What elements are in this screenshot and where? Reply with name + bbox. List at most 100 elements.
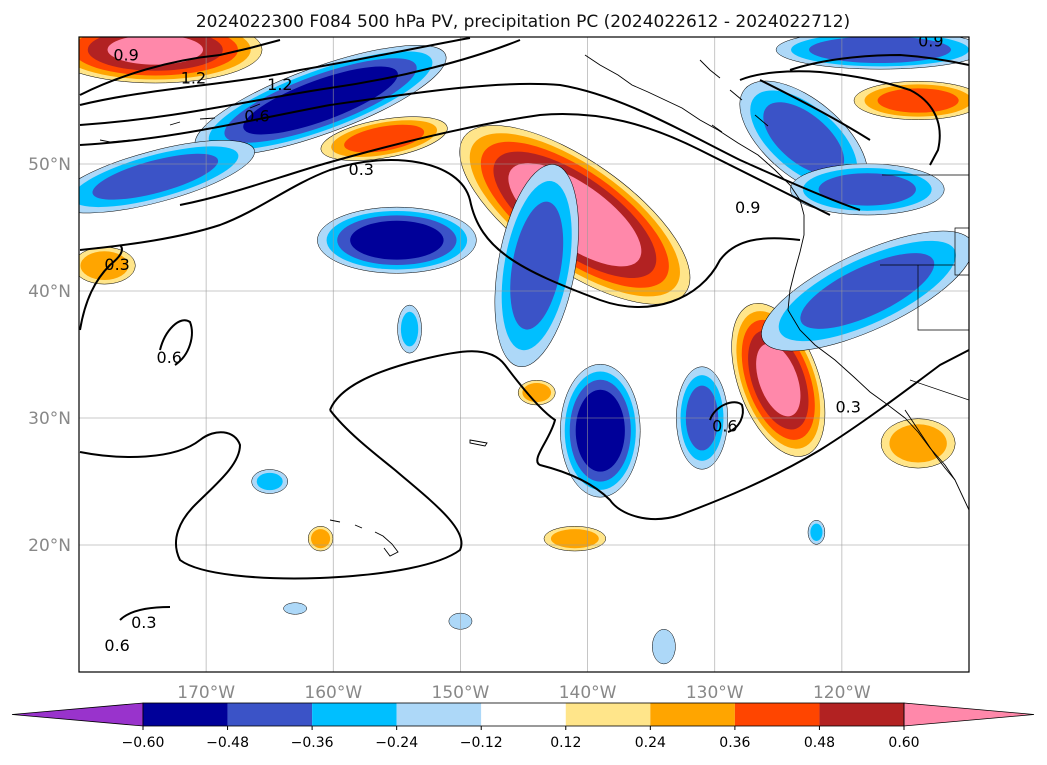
anomaly-level-fill [256, 472, 283, 491]
gridlines [79, 37, 969, 672]
anomaly-level-fill [350, 220, 444, 260]
small-island [469, 439, 488, 447]
contour-label: 0.6 [104, 636, 129, 655]
colorbar-segment [143, 703, 228, 726]
precip-anomaly-4 [79, 246, 136, 285]
anomaly-level-fill [510, 201, 564, 330]
map-area: 0.91.2 1.20.60.30.90.30.60.60.60.30.30.9 [79, 32, 969, 672]
colorbar-segment [819, 703, 904, 726]
precip-anomaly-7 [517, 380, 556, 406]
anomaly-level-fill [652, 629, 676, 665]
axis-labels: 170°W 160°W 150°W 140°W 130°W 120°W 20°N 30°N 40… [28, 155, 871, 703]
lon-tick-label: 140°W [559, 683, 617, 703]
contour-label: 1.2 [267, 75, 292, 94]
colorbar-segment [565, 703, 651, 726]
pv-contour-eastern-ridge [739, 70, 941, 166]
precip-anomaly-1 [79, 37, 263, 84]
colorbar-extend-low [11, 702, 144, 727]
pv-contour-0-3-west [79, 244, 123, 331]
anomaly-level-fill [344, 124, 425, 153]
precip-anomaly-25 [652, 629, 676, 665]
anomaly-level-fill [575, 389, 625, 472]
anomaly-level-fill [810, 523, 823, 541]
colorbar-tick-label: −0.24 [375, 735, 418, 751]
lat-tick-label: 50°N [28, 155, 71, 175]
pv-contour-0-3-southwest [79, 409, 463, 580]
pv-contour-0-6-small [709, 401, 744, 433]
colorbar-tick-label: −0.48 [206, 735, 249, 751]
map-frame [78, 36, 970, 673]
lat-tick-label: 20°N [28, 536, 71, 556]
colorbar-tick-label: 0.60 [888, 735, 919, 751]
lat-tick-label: 40°N [28, 282, 71, 302]
colorbar-segment [734, 703, 820, 726]
colorbar-extend-high [903, 702, 1035, 727]
colorbar-tick-label: 0.24 [635, 735, 666, 751]
colorbar-frame [142, 702, 905, 727]
contour-label: 0.6 [712, 416, 737, 435]
pv-contour-0-9-northeast [789, 53, 969, 71]
anomaly-level-fill [550, 529, 599, 549]
lon-tick-label: 170°W [177, 683, 235, 703]
pv-contours [79, 37, 969, 621]
contour-label: 0.3 [835, 397, 860, 416]
precip-anomaly-9 [307, 526, 334, 552]
anomaly-level-fill [756, 343, 801, 417]
political-borders [880, 174, 969, 401]
anomaly-level-fill [763, 102, 845, 176]
precip-anomaly-11 [79, 140, 255, 214]
colorbar-tick-label: 0.48 [804, 735, 835, 751]
precip-anomaly-12 [317, 206, 477, 274]
precip-anomaly-24 [283, 602, 307, 615]
alaska-panhandle-islands [699, 59, 769, 133]
colorbar-segment [396, 703, 482, 726]
contour-label: 0.3 [104, 255, 129, 274]
colorbar-tick-label: −0.12 [460, 735, 503, 751]
contour-label: 0.6 [157, 348, 182, 367]
hawaiian-islands [329, 519, 399, 557]
pv-contour-0-6 [79, 82, 861, 211]
precip-anomaly-19 [775, 37, 969, 70]
anomaly-level-fill [92, 153, 219, 200]
colorbar-segment [650, 703, 735, 726]
colorbar-tick-label: 0.36 [719, 735, 750, 751]
lat-tick-label: 30°N [28, 409, 71, 429]
anomaly-level-fill [522, 383, 552, 403]
colorbar-tick-label: −0.60 [122, 735, 165, 751]
contour-label: 0.3 [131, 613, 156, 632]
precip-anomaly-8 [543, 526, 607, 552]
precip-anomaly-13 [494, 164, 579, 367]
contour-label: 0.9 [735, 198, 760, 217]
pv-contour-1-2-north [79, 39, 281, 96]
anomaly-level-fill [877, 88, 959, 113]
contour-label: 0.9 [918, 32, 943, 51]
contour-label: 1.2 [181, 68, 206, 87]
colorbar-tick-label: −0.36 [291, 735, 334, 751]
precip-anomaly-2 [320, 116, 448, 161]
precip-anomaly-22 [807, 520, 826, 545]
north-america-coastline [584, 54, 969, 511]
contour-label: 0.3 [349, 160, 374, 179]
pv-contour-0-3-inner [179, 113, 831, 216]
colorbar-segment [227, 703, 313, 726]
pv-contour-0-3-small [119, 606, 171, 621]
anomaly-level-fill [107, 37, 204, 65]
contour-labels: 0.91.2 1.20.60.30.90.30.60.60.60.30.30.9 [104, 32, 943, 655]
anomaly-level-fill [400, 311, 419, 347]
pv-contour-0-9 [79, 39, 521, 126]
anomaly-level-fill [310, 529, 331, 549]
contour-label: 0.6 [244, 107, 269, 126]
lon-tick-label: 150°W [432, 683, 490, 703]
colorbar-segment [481, 703, 566, 726]
pv-contour-0-6-loop [159, 319, 193, 366]
pv-contour-0-3-subtropical [329, 349, 969, 521]
precip-anomaly-3 [853, 81, 969, 120]
contour-label: 0.9 [113, 46, 138, 65]
baja-coastline [904, 409, 956, 481]
lon-tick-label: 120°W [813, 683, 871, 703]
colorbar-segment [312, 703, 397, 726]
figure-title: 2024022300 F084 500 hPa PV, precipitatio… [196, 12, 850, 32]
anomaly-level-fill [283, 602, 307, 615]
